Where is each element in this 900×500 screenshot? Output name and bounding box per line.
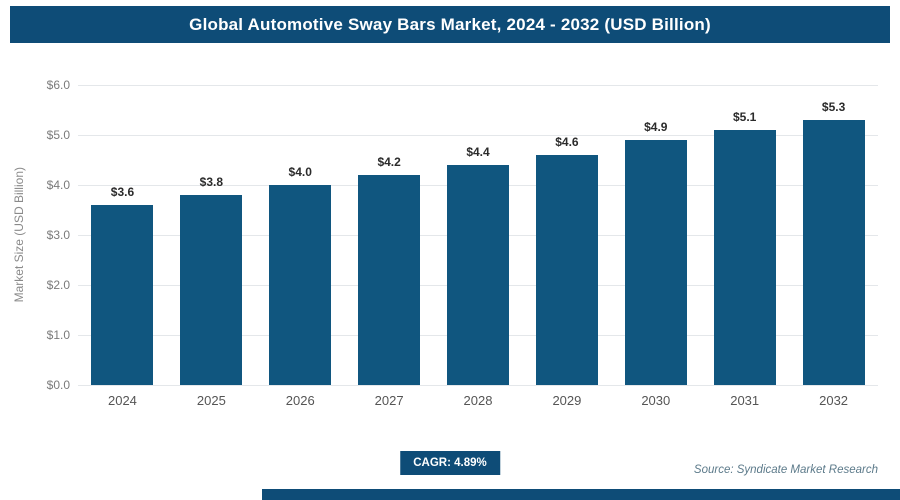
bar[interactable] xyxy=(358,175,421,385)
bar-group: $4.9 xyxy=(611,85,700,385)
x-tick-label: 2031 xyxy=(730,393,760,408)
x-tick-label: 2026 xyxy=(285,393,315,408)
x-tick-label: 2025 xyxy=(196,393,226,408)
bar-group: $3.8 xyxy=(167,85,256,385)
y-axis-title: Market Size (USD Billion) xyxy=(10,85,28,385)
footer-strip xyxy=(262,489,900,500)
bars: $3.6 $3.8 $4.0 $4.2 $4.4 $4.6 $4.9 $5.1 $5.3 xyxy=(78,85,878,385)
x-tick-label: 2027 xyxy=(374,393,404,408)
y-tick-label: $0.0 xyxy=(46,378,70,392)
bar-value-label: $5.3 xyxy=(821,100,846,114)
bar[interactable] xyxy=(447,165,509,385)
x-tick-label: 2029 xyxy=(552,393,582,408)
bar-group: $4.4 xyxy=(434,85,523,385)
x-tick-label: 2024 xyxy=(107,393,137,408)
gridline xyxy=(78,85,878,86)
bar[interactable] xyxy=(802,120,865,385)
x-tick-label: 2032 xyxy=(819,393,849,408)
bar[interactable] xyxy=(535,155,598,385)
y-axis-title-text: Market Size (USD Billion) xyxy=(12,167,26,303)
bar[interactable] xyxy=(624,140,687,385)
bar-group: $4.0 xyxy=(256,85,345,385)
bar-value-label: $4.0 xyxy=(288,165,312,179)
y-axis-ticks: $0.0 $1.0 $2.0 $3.0 $4.0 $5.0 $6.0 xyxy=(28,78,70,392)
bar-group: $5.1 xyxy=(700,85,789,385)
bar-value-label: $3.6 xyxy=(110,185,135,199)
y-tick-label: $4.0 xyxy=(46,178,70,192)
gridline xyxy=(78,385,878,386)
bar-value-label: $4.2 xyxy=(377,155,401,169)
plot-area: $3.6 $3.8 $4.0 $4.2 $4.4 $4.6 $4.9 $5.1 $5.3 xyxy=(78,85,878,386)
bar-group: $4.6 xyxy=(522,85,611,385)
bar-group: $3.6 xyxy=(78,85,167,385)
chart-title: Global Automotive Sway Bars Market, 2024… xyxy=(189,14,711,34)
bar-group: $4.2 xyxy=(345,85,434,385)
x-tick-label: 2028 xyxy=(463,393,493,408)
chart-header: Global Automotive Sway Bars Market, 2024… xyxy=(10,6,890,43)
y-tick-label: $3.0 xyxy=(46,228,70,242)
y-tick-label: $2.0 xyxy=(46,278,70,292)
bar-value-label: $4.4 xyxy=(466,145,490,159)
bar[interactable] xyxy=(91,205,154,385)
y-tick-label: $1.0 xyxy=(46,328,70,342)
bar-group: $5.3 xyxy=(789,85,878,385)
bar-value-label: $3.8 xyxy=(199,175,224,189)
y-tick-label: $6.0 xyxy=(46,78,70,92)
bar-value-label: $4.6 xyxy=(555,135,579,149)
bar-value-label: $5.1 xyxy=(733,110,757,124)
gridline xyxy=(78,135,878,136)
cagr-badge: CAGR: 4.89% xyxy=(400,451,500,475)
bar[interactable] xyxy=(180,195,243,385)
y-tick-label: $5.0 xyxy=(46,128,70,142)
x-axis-labels: 2024 2025 2026 2027 2028 2029 2030 2031 2032 xyxy=(78,393,878,408)
bar[interactable] xyxy=(713,130,776,385)
bar[interactable] xyxy=(269,185,332,385)
x-tick-label: 2030 xyxy=(641,393,671,408)
bar-value-label: $4.9 xyxy=(644,120,668,134)
source-note: Source: Syndicate Market Research xyxy=(693,464,878,476)
